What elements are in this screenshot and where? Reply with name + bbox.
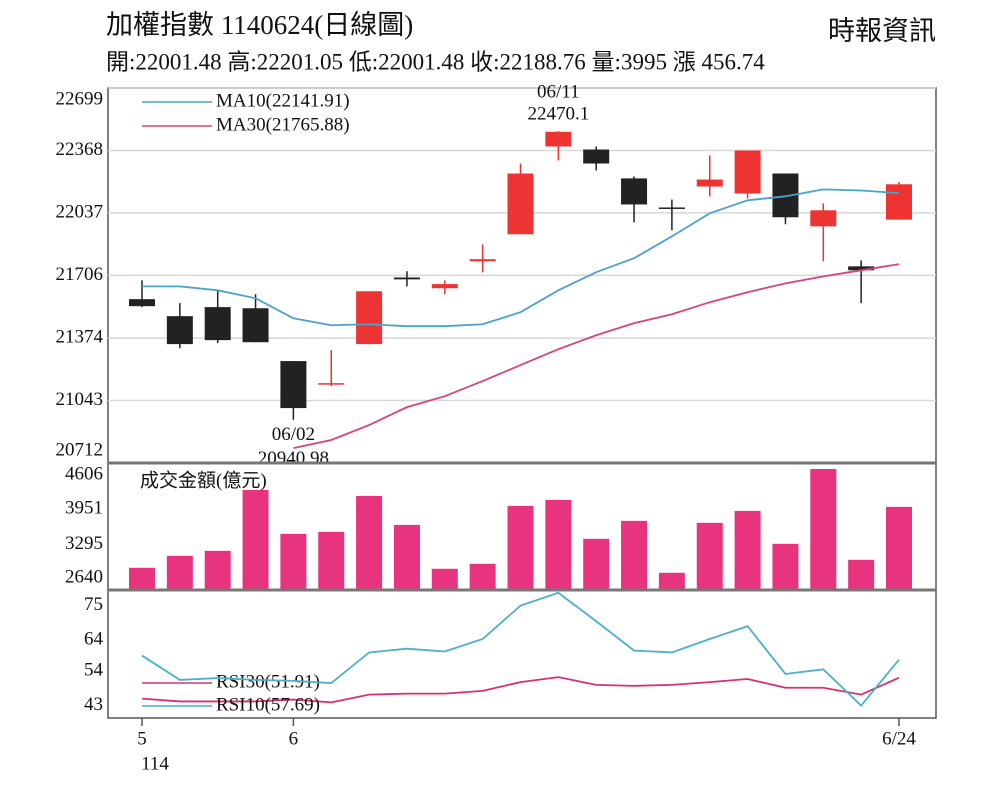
series-line [141,676,900,704]
bar [280,533,307,590]
candle-body [621,178,648,205]
candle-body [734,150,761,194]
series-line [142,188,900,328]
bar [129,567,155,590]
bar [166,555,193,590]
annotation-value: 22470.1 [527,104,589,125]
x-tick-label: 6/24 [882,728,916,749]
y-tick-label: 22699 [56,88,104,109]
candle-body [545,131,572,147]
bar [356,495,383,590]
y-tick-label: 21043 [56,389,104,410]
legend-label: RSI30(51.91) [216,671,320,692]
y-tick-label: 2640 [65,566,103,587]
series-line [293,263,900,449]
source: 時報資訊 [828,16,936,46]
y-tick-label: 3951 [65,498,103,519]
candle-body [204,307,231,341]
candle-body [280,361,307,409]
candle-body [696,179,723,187]
candle-body [129,299,155,307]
bar [734,510,761,590]
annotation-date: 06/02 [272,424,315,445]
legend-label: MA30(21765.88) [216,114,350,135]
y-tick-label: 3295 [65,533,103,554]
bar [886,506,912,590]
y-tick-label: 21706 [56,264,104,285]
bar [583,538,610,590]
candle-body [848,266,875,271]
y-tick-label: 22037 [56,201,104,222]
legend-label: 成交金額(億元) [140,469,267,491]
y-tick-label: 20712 [56,439,104,460]
candle-body [431,284,458,289]
bar [318,531,345,590]
legend-label: RSI10(57.69) [216,694,320,715]
candle-body [393,277,420,280]
annotation-value: 20940.98 [258,448,329,469]
bar [507,505,534,590]
y-tick-label: 64 [84,628,104,649]
legend-label: MA10(22141.91) [216,90,350,111]
candle-body [356,291,383,345]
series-line [141,591,900,707]
bar [696,522,723,590]
y-tick-label: 21374 [56,326,104,347]
candle-body [318,383,345,385]
bar [772,543,799,590]
year-label: 114 [141,753,169,774]
chart-title: 加權指數 1140624(日線圖) [106,10,413,40]
candle-body [166,316,193,345]
candle-body [242,308,269,343]
bar [848,559,875,590]
x-tick-label: 6 [289,728,299,749]
bar [810,468,837,590]
bar [204,550,231,590]
candle-body [886,184,912,220]
stats: 開:22001.48 高:22201.05 低:22001.48 收:22188… [106,49,765,74]
bar [431,568,458,590]
y-tick-label: 75 [84,594,103,615]
bar [545,499,572,590]
candle-body [810,210,837,227]
candle-body [469,259,496,262]
bar [658,572,685,590]
y-tick-label: 43 [84,694,103,715]
candle-body [583,149,610,164]
annotation-date: 06/11 [537,82,580,103]
y-tick-label: 54 [84,660,104,681]
y-tick-label: 4606 [65,463,103,484]
candle-body [658,207,685,209]
bar [621,520,648,590]
bar [469,563,496,590]
bar [242,489,269,590]
x-tick-label: 5 [137,728,147,749]
candle-body [507,173,534,235]
bar [393,524,420,590]
y-tick-label: 22368 [56,139,104,160]
